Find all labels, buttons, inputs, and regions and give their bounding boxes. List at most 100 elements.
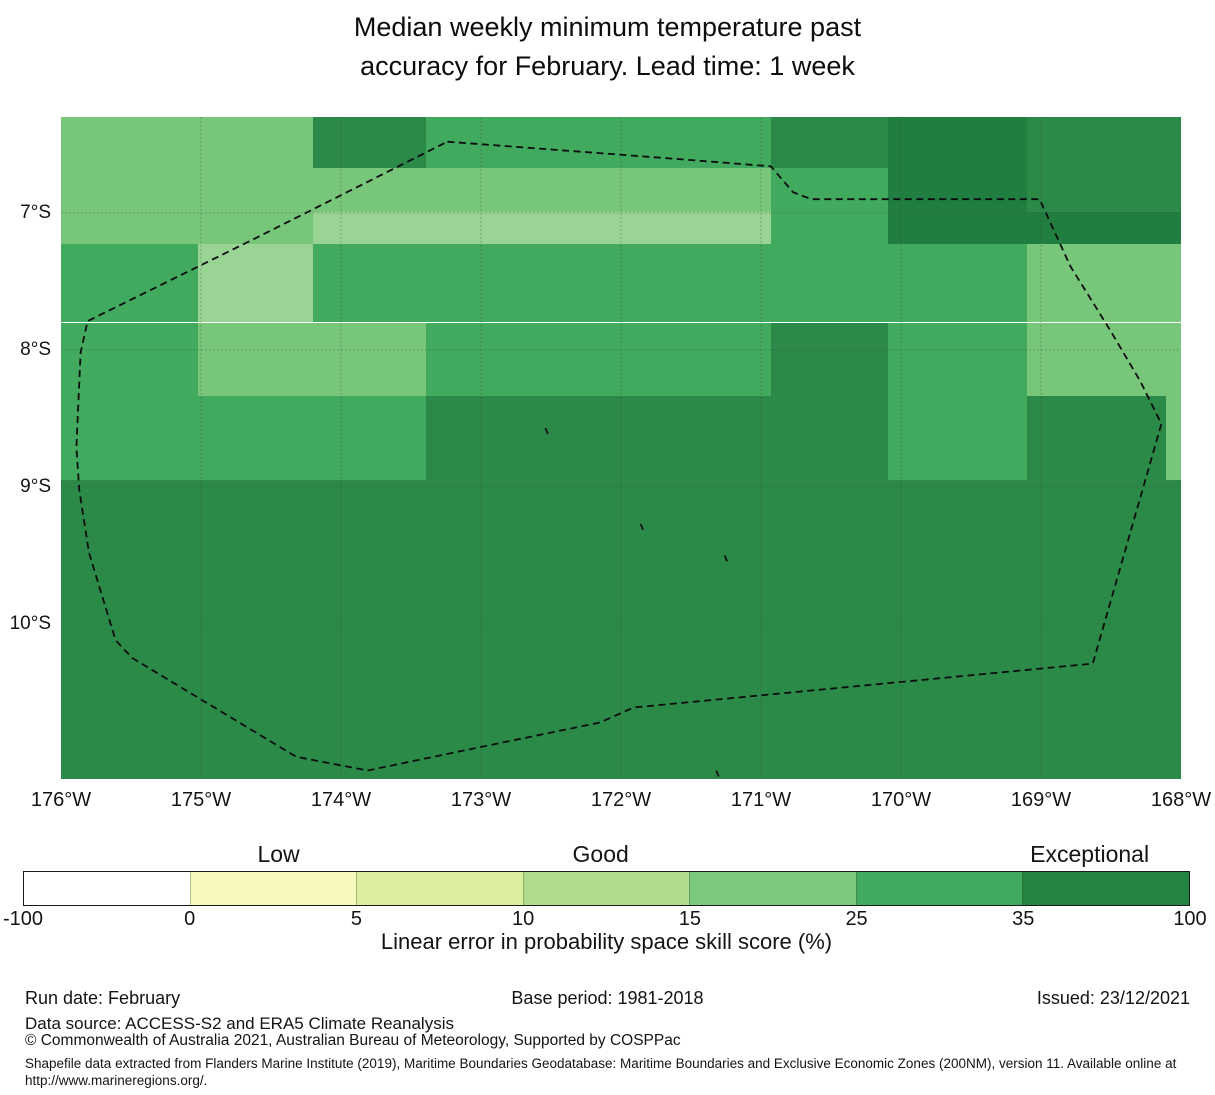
colorbar-tick-label: 25 xyxy=(845,908,868,930)
colorbar xyxy=(23,871,1190,906)
map-cell xyxy=(545,244,661,323)
map-cell xyxy=(61,396,199,481)
x-tick-label: 175°W xyxy=(170,789,232,811)
map-cell xyxy=(426,117,546,168)
map-cell xyxy=(770,117,889,168)
map-cell xyxy=(198,480,313,779)
map-cell xyxy=(770,167,889,212)
colorbar-tick-label: 10 xyxy=(512,908,535,930)
island-mark xyxy=(639,523,645,531)
map-cell xyxy=(660,322,771,397)
island-mark xyxy=(715,770,720,777)
map-cell xyxy=(545,167,661,212)
map-cell xyxy=(660,244,771,323)
map-cell xyxy=(660,211,771,245)
x-tick-label: 168°W xyxy=(1150,789,1212,811)
map-cell xyxy=(1165,396,1181,481)
map-cell xyxy=(313,322,427,397)
colorbar-segment xyxy=(24,872,190,905)
map-cell xyxy=(1165,480,1181,779)
y-tick-label: 9°S xyxy=(20,475,51,497)
map-cell xyxy=(1119,480,1166,779)
colorbar-band-label: Low xyxy=(257,841,300,867)
base-period-text: Base period: 1981-2018 xyxy=(511,988,704,1008)
map-cell xyxy=(770,322,889,397)
colorbar-caption: Linear error in probability space skill … xyxy=(380,929,833,954)
colorbar-tick-label: 5 xyxy=(350,908,362,930)
map-cell xyxy=(660,396,771,481)
map-cell xyxy=(770,211,889,245)
map-cell xyxy=(426,322,546,397)
map-cell xyxy=(545,396,661,481)
graticule-lines xyxy=(61,117,1181,779)
issued-date-text: Issued: 23/12/2021 xyxy=(1036,988,1190,1008)
colorbar-band-label: Good xyxy=(572,841,629,867)
map-cell xyxy=(426,211,546,245)
map-cell xyxy=(1119,244,1166,323)
island-mark xyxy=(544,427,549,435)
run-date-text: Run date: February xyxy=(25,988,181,1008)
map-cell xyxy=(313,244,427,323)
x-tick-label: 172°W xyxy=(590,789,652,811)
map-cell xyxy=(770,244,889,323)
map-cell xyxy=(61,244,199,323)
map-cell xyxy=(1027,322,1120,397)
map-cell xyxy=(426,244,546,323)
map-cell xyxy=(1165,322,1181,397)
map-cell xyxy=(1027,480,1120,779)
eez-boundary-line xyxy=(75,140,1163,772)
map-cell xyxy=(888,117,1027,168)
map-cell xyxy=(660,167,771,212)
x-tick-label: 176°W xyxy=(30,789,92,811)
map-cell xyxy=(426,480,546,779)
map-cell xyxy=(313,396,427,481)
map-cell xyxy=(660,480,771,779)
map-cell xyxy=(1165,167,1181,212)
map-cell xyxy=(61,480,199,779)
shapefile-credit-line1: Shapefile data extracted from Flanders M… xyxy=(25,1056,1177,1071)
map-cell xyxy=(888,211,1027,245)
chart-title-line2: accuracy for February. Lead time: 1 week xyxy=(360,51,855,81)
y-tick-label: 8°S xyxy=(20,338,51,360)
map-cell xyxy=(313,167,427,212)
colorbar-segment xyxy=(356,872,523,905)
colorbar-tick-label: 100 xyxy=(1173,908,1207,930)
colorbar-segment xyxy=(522,872,690,905)
map-cell xyxy=(1165,211,1181,245)
colorbar-tick-label: 0 xyxy=(184,908,196,930)
map-cell xyxy=(1165,117,1181,168)
x-tick-label: 174°W xyxy=(310,789,372,811)
colorbar-tick-label: 15 xyxy=(678,908,701,930)
map-cell xyxy=(61,322,199,397)
map-cell xyxy=(198,117,313,168)
map-cell xyxy=(888,167,1027,212)
colorbar-tick-label: 35 xyxy=(1012,908,1035,930)
map-cell xyxy=(61,117,199,168)
map-raster xyxy=(61,117,1181,779)
map-cell xyxy=(1119,117,1166,168)
map-cell xyxy=(1027,211,1120,245)
chart-title: Median weekly minimum temperature past a… xyxy=(0,8,1215,86)
map-cell xyxy=(313,211,427,245)
map-cell xyxy=(313,117,427,168)
map-cell xyxy=(198,396,313,481)
map-overlay xyxy=(61,117,1181,779)
y-tick-label: 10°S xyxy=(9,612,51,634)
colorbar-band-label: Exceptional xyxy=(1030,841,1150,867)
colorbar-segment xyxy=(189,872,357,905)
island-marks xyxy=(544,427,729,777)
map-cell xyxy=(770,480,889,779)
map-cell xyxy=(1027,396,1120,481)
map-cell xyxy=(770,396,889,481)
map-cell xyxy=(888,322,1027,397)
colorbar-segment xyxy=(1022,872,1190,905)
map-cell xyxy=(888,244,1027,323)
map-cell xyxy=(545,322,661,397)
island-mark xyxy=(723,555,729,562)
colorbar-tick-label: -100 xyxy=(2,908,44,930)
map-cell xyxy=(313,480,427,779)
map-cell xyxy=(545,211,661,245)
copyright-text: © Commonwealth of Australia 2021, Austra… xyxy=(25,1032,681,1049)
data-source-text: Data source: ACCESS-S2 and ERA5 Climate … xyxy=(25,1014,454,1033)
